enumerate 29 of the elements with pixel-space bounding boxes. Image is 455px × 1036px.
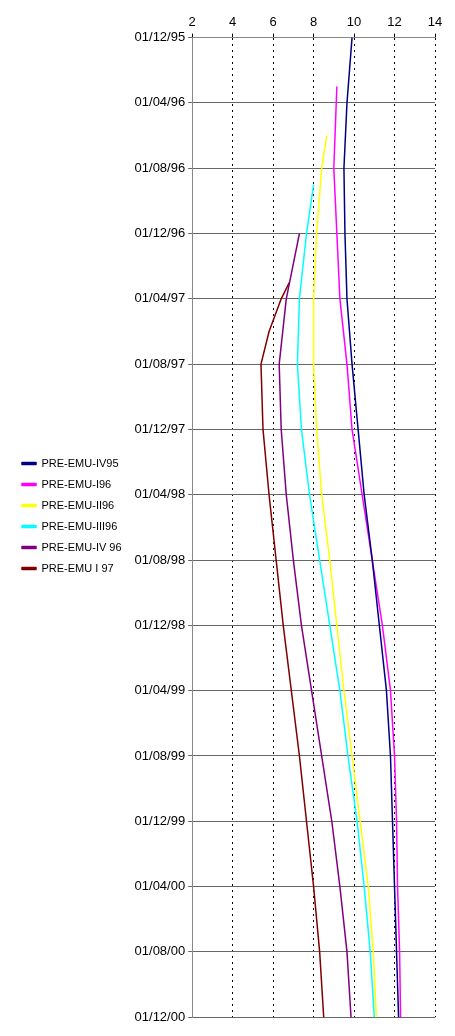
legend-label: PRE-EMU-III96 [41,519,118,532]
y-tick-label: 01/12/96 [134,225,186,241]
x-tick-label: 2 [188,14,196,30]
y-tick-label: 01/12/98 [134,616,186,632]
y-tick-label: 01/08/99 [134,747,186,763]
legend-label: PRE-EMU-II96 [41,498,115,511]
y-tick-label: 01/08/97 [134,355,186,371]
y-tick-label: 01/04/96 [134,94,186,110]
y-tick-label: 01/12/00 [134,1008,186,1024]
x-tick-label: 8 [309,14,318,30]
legend-label: PRE-EMU I 97 [41,561,114,574]
y-tick-label: 01/12/95 [134,29,186,45]
x-tick-label: 4 [229,14,237,30]
y-tick-label: 01/04/99 [134,682,186,698]
y-tick-label: 01/12/99 [134,812,186,828]
legend-label: PRE-EMU-IV95 [41,456,119,469]
x-tick-label: 10 [346,14,362,30]
y-tick-label: 01/04/97 [134,290,186,306]
legend-label: PRE-EMU-I96 [41,477,112,490]
x-tick-label: 14 [427,14,443,30]
x-tick-label: 6 [269,14,277,30]
y-tick-label: 01/04/98 [134,486,186,502]
legend-label: PRE-EMU-IV 96 [41,540,122,553]
y-tick-label: 01/04/00 [134,878,186,894]
x-tick-label: 12 [387,14,402,30]
y-tick-label: 01/12/97 [134,421,186,437]
y-tick-label: 01/08/96 [134,159,186,175]
y-tick-label: 01/08/98 [134,551,186,567]
y-tick-label: 01/08/00 [134,943,186,959]
